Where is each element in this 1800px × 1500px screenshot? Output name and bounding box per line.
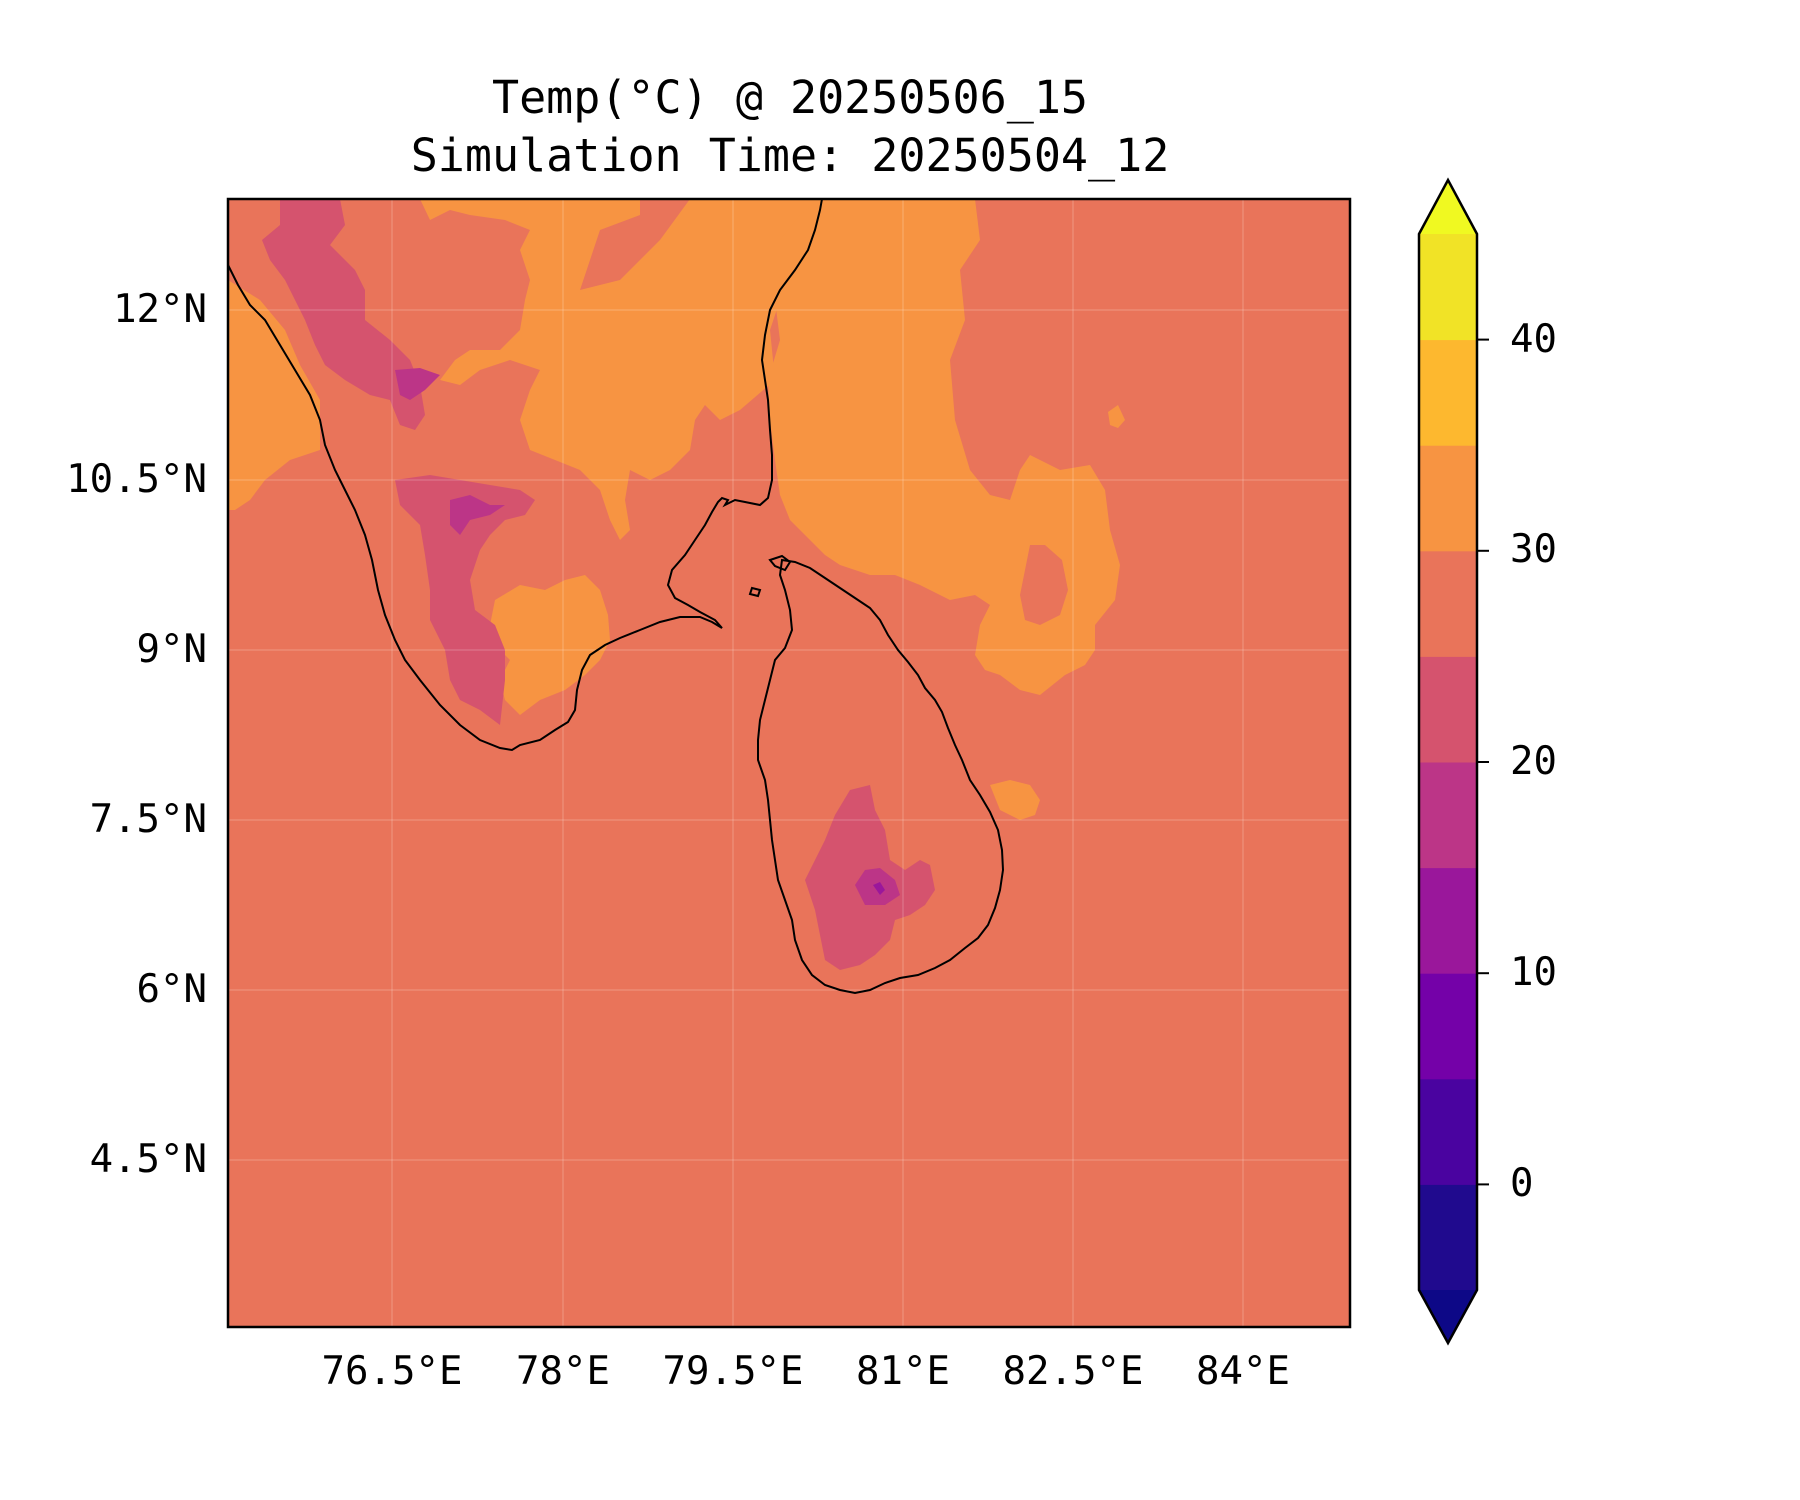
coldest-patch-sri-lanka (873, 882, 885, 895)
cool-region-ghats-south (395, 475, 535, 725)
colorbar-outline (1417, 177, 1479, 1346)
warm-region-small-islet (990, 780, 1040, 820)
colorbar-band (1419, 550, 1477, 657)
y-tick-label: 7.5°N (89, 797, 207, 842)
x-tick-label: 81°E (856, 1349, 950, 1394)
map-panel (228, 199, 1350, 1327)
colorbar-tick-label: 30 (1510, 527, 1557, 572)
colorbar-tick-label: 0 (1510, 1161, 1534, 1206)
colorbar-tick-label: 20 (1510, 739, 1557, 784)
colorbar-extend-max (1419, 180, 1477, 234)
colorbar-band (1419, 339, 1477, 446)
gridlines (228, 199, 1350, 1327)
colorbar-extend-min (1419, 1290, 1477, 1343)
colorbar-band (1419, 445, 1477, 552)
x-tick-label: 79.5°E (662, 1349, 804, 1394)
colorbar-band (1419, 234, 1477, 341)
y-tick-label: 10.5°N (66, 457, 207, 502)
colorbar-band (1419, 1078, 1477, 1185)
coastline-islands (748, 554, 792, 598)
colorbar-band (1419, 1184, 1477, 1291)
colorbar-tick-label: 10 (1510, 950, 1557, 995)
y-tick-label: 9°N (136, 627, 207, 672)
y-tick-label: 6°N (136, 967, 207, 1012)
colorbar-band (1419, 656, 1477, 763)
cool-region-ghats-north (262, 199, 425, 430)
coastline-india (228, 199, 823, 752)
colorbar-band (1419, 973, 1477, 1080)
y-tick-label: 4.5°N (89, 1137, 207, 1182)
x-tick-label: 82.5°E (1002, 1349, 1144, 1394)
warm-region-tiny-patch (1108, 405, 1125, 428)
cold-region-nilgiri (395, 368, 440, 400)
cold-region-anamalai (450, 495, 505, 535)
colorbar-bands (1419, 234, 1477, 1291)
colorbar-tick-label: 40 (1510, 317, 1557, 362)
warm-region-tamil-nadu-south (490, 575, 610, 715)
colorbar-band (1419, 762, 1477, 869)
warm-region-interior-north (420, 199, 820, 540)
colorbar-band (1419, 867, 1477, 974)
chart-title: Temp(°C) @ 20250506_15 (491, 71, 1089, 124)
colorbar (1417, 177, 1489, 1346)
x-tick-label: 78°E (516, 1349, 610, 1394)
colorbar-tick-marks (1477, 338, 1489, 1186)
warm-region-kerala-northwest (228, 280, 320, 510)
cool-hole-bay (1020, 545, 1068, 625)
x-tick-label: 84°E (1196, 1349, 1290, 1394)
y-tick-label: 12°N (113, 287, 207, 332)
coastline-sri-lanka (757, 558, 1005, 995)
map-frame (226, 197, 1352, 1329)
chart-subtitle: Simulation Time: 20250504_12 (410, 129, 1170, 182)
x-tick-label: 76.5°E (321, 1349, 463, 1394)
